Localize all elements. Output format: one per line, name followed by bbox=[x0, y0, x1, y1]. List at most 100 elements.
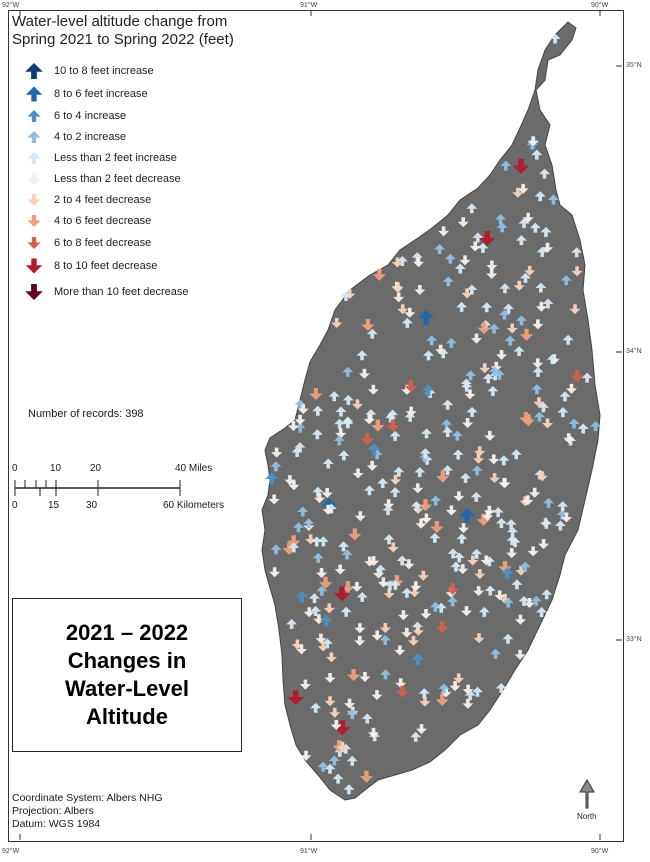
measurement-arrow bbox=[305, 534, 317, 545]
measurement-arrow bbox=[518, 596, 530, 607]
measurement-arrow bbox=[512, 158, 530, 174]
measurement-arrow bbox=[390, 575, 404, 588]
measurement-arrow bbox=[499, 593, 511, 604]
measurement-arrow bbox=[494, 369, 506, 380]
measurement-arrow bbox=[417, 309, 435, 325]
measurement-arrow bbox=[333, 586, 351, 602]
measurement-arrow bbox=[527, 136, 539, 147]
measurement-arrow bbox=[392, 282, 404, 293]
measurement-arrow bbox=[371, 690, 383, 701]
measurement-arrow bbox=[563, 433, 575, 444]
measurement-arrow bbox=[367, 443, 381, 456]
measurement-arrow bbox=[318, 576, 333, 589]
measurement-arrow bbox=[317, 536, 329, 547]
title-line: Changes in bbox=[67, 648, 187, 673]
measurement-arrow bbox=[472, 453, 484, 464]
measurement-arrow bbox=[542, 418, 554, 429]
measurement-arrow bbox=[413, 257, 425, 268]
top-tick-91w: 91°W bbox=[300, 2, 318, 9]
measurement-arrow bbox=[486, 260, 498, 271]
measurement-arrow bbox=[513, 346, 525, 357]
scale-mile-20: 20 bbox=[90, 463, 102, 474]
measurement-arrow bbox=[346, 709, 358, 720]
measurement-arrow bbox=[287, 535, 301, 548]
measurement-arrow bbox=[373, 568, 385, 579]
measurement-arrow bbox=[405, 406, 417, 417]
measurement-arrow bbox=[294, 442, 306, 453]
legend-item: 8 to 10 feet decrease bbox=[26, 256, 157, 276]
measurement-arrow bbox=[317, 641, 329, 652]
legend-item: 10 to 8 feet increase bbox=[26, 61, 154, 81]
legend-item-label: More than 10 feet decrease bbox=[54, 286, 189, 298]
measurement-arrow bbox=[404, 411, 416, 422]
measurement-arrow bbox=[442, 276, 454, 287]
measurement-arrow bbox=[420, 513, 432, 524]
measurement-arrow bbox=[565, 383, 577, 394]
measurement-arrow bbox=[421, 384, 435, 397]
measurement-arrow bbox=[377, 478, 389, 489]
measurement-arrow bbox=[317, 761, 329, 772]
scale-bar bbox=[14, 480, 181, 496]
measurement-arrow bbox=[421, 428, 433, 439]
measurement-arrow bbox=[571, 266, 583, 277]
measurement-arrow bbox=[531, 149, 543, 160]
measurement-arrow bbox=[498, 309, 510, 320]
measurement-arrow bbox=[502, 597, 514, 608]
measurement-arrow bbox=[529, 222, 541, 233]
measurement-arrow bbox=[559, 391, 571, 402]
measurement-arrow bbox=[429, 532, 441, 543]
measurement-arrow bbox=[366, 460, 378, 471]
measurement-arrow bbox=[504, 335, 516, 346]
measurement-arrow bbox=[461, 288, 473, 299]
legend-item: 8 to 6 feet increase bbox=[26, 84, 148, 104]
measurement-arrow bbox=[352, 468, 364, 479]
title-line: 2021 – 2022 bbox=[65, 620, 189, 645]
measurement-arrow bbox=[444, 253, 456, 264]
measurement-arrow bbox=[390, 474, 402, 485]
measurement-arrow bbox=[472, 232, 484, 243]
north-arrow-icon bbox=[579, 779, 595, 809]
measurement-arrow bbox=[310, 702, 322, 713]
measurement-arrow bbox=[340, 290, 352, 301]
legend-item: Less than 2 feet increase bbox=[26, 148, 177, 168]
measurement-arrow bbox=[460, 606, 472, 617]
measurement-arrow bbox=[420, 608, 432, 619]
measurement-arrow bbox=[517, 183, 529, 194]
measurement-arrow bbox=[510, 449, 522, 460]
measurement-arrow bbox=[569, 304, 581, 315]
top-tick-90w: 90°W bbox=[591, 2, 609, 9]
legend-item: 2 to 4 feet decrease bbox=[26, 190, 151, 210]
measurement-arrow bbox=[354, 623, 366, 634]
measurement-arrow bbox=[561, 512, 573, 523]
legend-arrow-symbol bbox=[27, 237, 41, 249]
measurement-arrow bbox=[532, 319, 544, 330]
measurement-arrow bbox=[367, 727, 379, 738]
right-tick-34n: 34°N bbox=[626, 348, 642, 355]
measurement-arrow bbox=[449, 681, 461, 692]
measurement-arrow bbox=[404, 307, 416, 318]
measurement-arrow bbox=[522, 495, 534, 506]
bottom-tick-90w: 90°W bbox=[591, 848, 609, 855]
measurement-arrow bbox=[479, 230, 496, 246]
measurement-arrow bbox=[438, 683, 450, 694]
measurement-arrow bbox=[371, 630, 383, 641]
measurement-arrow bbox=[590, 421, 602, 432]
measurement-arrow bbox=[297, 506, 309, 517]
measurement-arrow bbox=[423, 350, 435, 361]
measurement-arrow bbox=[359, 672, 371, 683]
measurement-arrow bbox=[539, 168, 551, 179]
measurement-arrow bbox=[271, 447, 283, 458]
legend-item-label: 4 to 6 feet decrease bbox=[54, 215, 152, 227]
measurement-arrow bbox=[329, 707, 341, 718]
measurement-arrow bbox=[495, 683, 507, 694]
measurement-arrow bbox=[316, 585, 328, 596]
measurement-arrow bbox=[419, 448, 431, 459]
measurement-arrow bbox=[441, 419, 453, 430]
measurement-arrow bbox=[344, 289, 356, 300]
measurement-arrow bbox=[338, 541, 350, 552]
measurement-arrow bbox=[462, 684, 474, 695]
measurement-arrow bbox=[570, 370, 584, 383]
measurement-arrow bbox=[351, 581, 363, 592]
measurement-arrow bbox=[446, 582, 460, 595]
measurement-arrow bbox=[557, 501, 569, 512]
